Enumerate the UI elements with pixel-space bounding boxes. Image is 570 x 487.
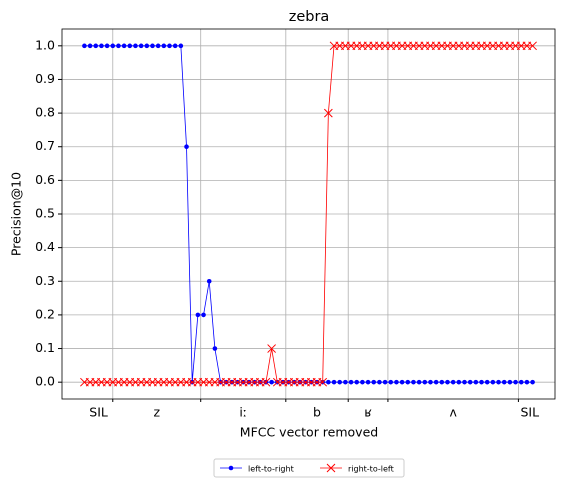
x-tick-label: b bbox=[313, 405, 321, 420]
x-marker bbox=[324, 108, 333, 118]
dot-marker bbox=[524, 379, 530, 385]
dot-marker bbox=[496, 379, 501, 385]
dot-marker bbox=[422, 379, 428, 385]
dot-marker bbox=[326, 379, 331, 385]
x-axis-label: MFCC vector removed bbox=[240, 425, 378, 440]
x-tick-label: SIL bbox=[89, 405, 108, 420]
dot-marker bbox=[150, 43, 155, 49]
y-tick-label: 0.9 bbox=[35, 71, 55, 86]
dot-marker bbox=[473, 379, 479, 385]
dot-marker bbox=[348, 379, 354, 385]
dot-marker bbox=[507, 379, 513, 385]
dot-marker bbox=[167, 43, 172, 49]
dot-marker bbox=[450, 379, 456, 385]
dot-marker bbox=[382, 379, 388, 385]
dot-marker bbox=[212, 346, 218, 351]
dot-marker bbox=[518, 379, 524, 385]
dot-marker bbox=[99, 43, 104, 49]
x-tick-label: ʁ bbox=[364, 405, 372, 420]
y-tick-label: 0.7 bbox=[35, 138, 55, 153]
dot-marker bbox=[490, 379, 496, 385]
dot-marker bbox=[172, 43, 178, 49]
y-tick-label: 0.5 bbox=[35, 206, 55, 221]
y-tick-label: 0.4 bbox=[35, 239, 55, 254]
x-marker bbox=[261, 377, 271, 387]
dot-marker bbox=[484, 379, 490, 385]
dot-marker bbox=[206, 278, 212, 284]
y-tick-label: 1.0 bbox=[35, 37, 55, 52]
dot-marker bbox=[138, 43, 144, 49]
dot-marker bbox=[184, 144, 189, 150]
dot-marker bbox=[501, 379, 507, 385]
dot-marker bbox=[93, 43, 99, 49]
dot-marker bbox=[456, 379, 462, 385]
dot-marker bbox=[155, 43, 161, 49]
dot-marker bbox=[331, 379, 337, 385]
dot-marker bbox=[467, 379, 473, 385]
dot-marker bbox=[479, 379, 484, 385]
x-marker bbox=[528, 41, 537, 51]
chart-title: zebra bbox=[289, 9, 330, 25]
dot-marker bbox=[127, 43, 133, 49]
dot-marker bbox=[371, 379, 377, 385]
dot-marker bbox=[399, 379, 405, 385]
legend-label: right-to-left bbox=[348, 465, 394, 474]
y-tick-label: 0.2 bbox=[35, 306, 55, 321]
x-tick-label: ʌ bbox=[449, 405, 457, 420]
dot-marker bbox=[133, 43, 138, 49]
dot-marker bbox=[365, 379, 371, 385]
series-line bbox=[84, 45, 533, 383]
dot-marker bbox=[428, 379, 433, 385]
dot-marker bbox=[513, 379, 518, 385]
dot-marker bbox=[394, 379, 399, 385]
dot-marker bbox=[337, 379, 343, 385]
dot-marker bbox=[82, 43, 87, 49]
dot-marker bbox=[354, 379, 360, 385]
dot-marker bbox=[116, 43, 121, 49]
dot-marker bbox=[388, 379, 394, 385]
dot-marker bbox=[178, 43, 184, 49]
dot-marker bbox=[161, 43, 167, 49]
dot-marker bbox=[360, 379, 365, 385]
x-tick-label: SIL bbox=[520, 405, 539, 420]
x-marker bbox=[267, 344, 276, 353]
dot-marker bbox=[110, 43, 116, 49]
legend-box bbox=[213, 458, 405, 478]
dot-marker bbox=[201, 312, 206, 318]
dot-marker bbox=[416, 379, 422, 385]
dot-marker bbox=[377, 379, 382, 385]
legend-label: left-to-right bbox=[248, 465, 294, 474]
legend-marker bbox=[228, 465, 234, 471]
dot-marker bbox=[104, 43, 110, 49]
legend-marker bbox=[326, 463, 336, 473]
x-tick-label: z bbox=[153, 405, 160, 420]
dot-marker bbox=[144, 43, 150, 49]
dot-marker bbox=[195, 312, 201, 318]
plot-frame bbox=[61, 28, 556, 400]
y-tick-label: 0.0 bbox=[35, 374, 55, 389]
dot-marker bbox=[462, 379, 467, 385]
dot-marker bbox=[343, 379, 348, 385]
dot-marker bbox=[269, 379, 274, 385]
dot-marker bbox=[405, 379, 411, 385]
y-axis-label: Precision@10 bbox=[9, 172, 24, 256]
dot-marker bbox=[445, 379, 450, 385]
y-tick-label: 0.1 bbox=[35, 340, 55, 355]
y-tick-label: 0.6 bbox=[35, 172, 55, 187]
x-tick-label: iː bbox=[239, 405, 247, 420]
y-tick-label: 0.3 bbox=[35, 273, 55, 288]
dot-marker bbox=[121, 43, 127, 49]
dot-marker bbox=[87, 43, 93, 49]
x-marker bbox=[318, 377, 328, 387]
y-tick-label: 0.8 bbox=[35, 105, 55, 120]
dot-marker bbox=[530, 379, 535, 385]
dot-marker bbox=[439, 379, 445, 385]
dot-marker bbox=[411, 379, 416, 385]
dot-marker bbox=[433, 379, 439, 385]
